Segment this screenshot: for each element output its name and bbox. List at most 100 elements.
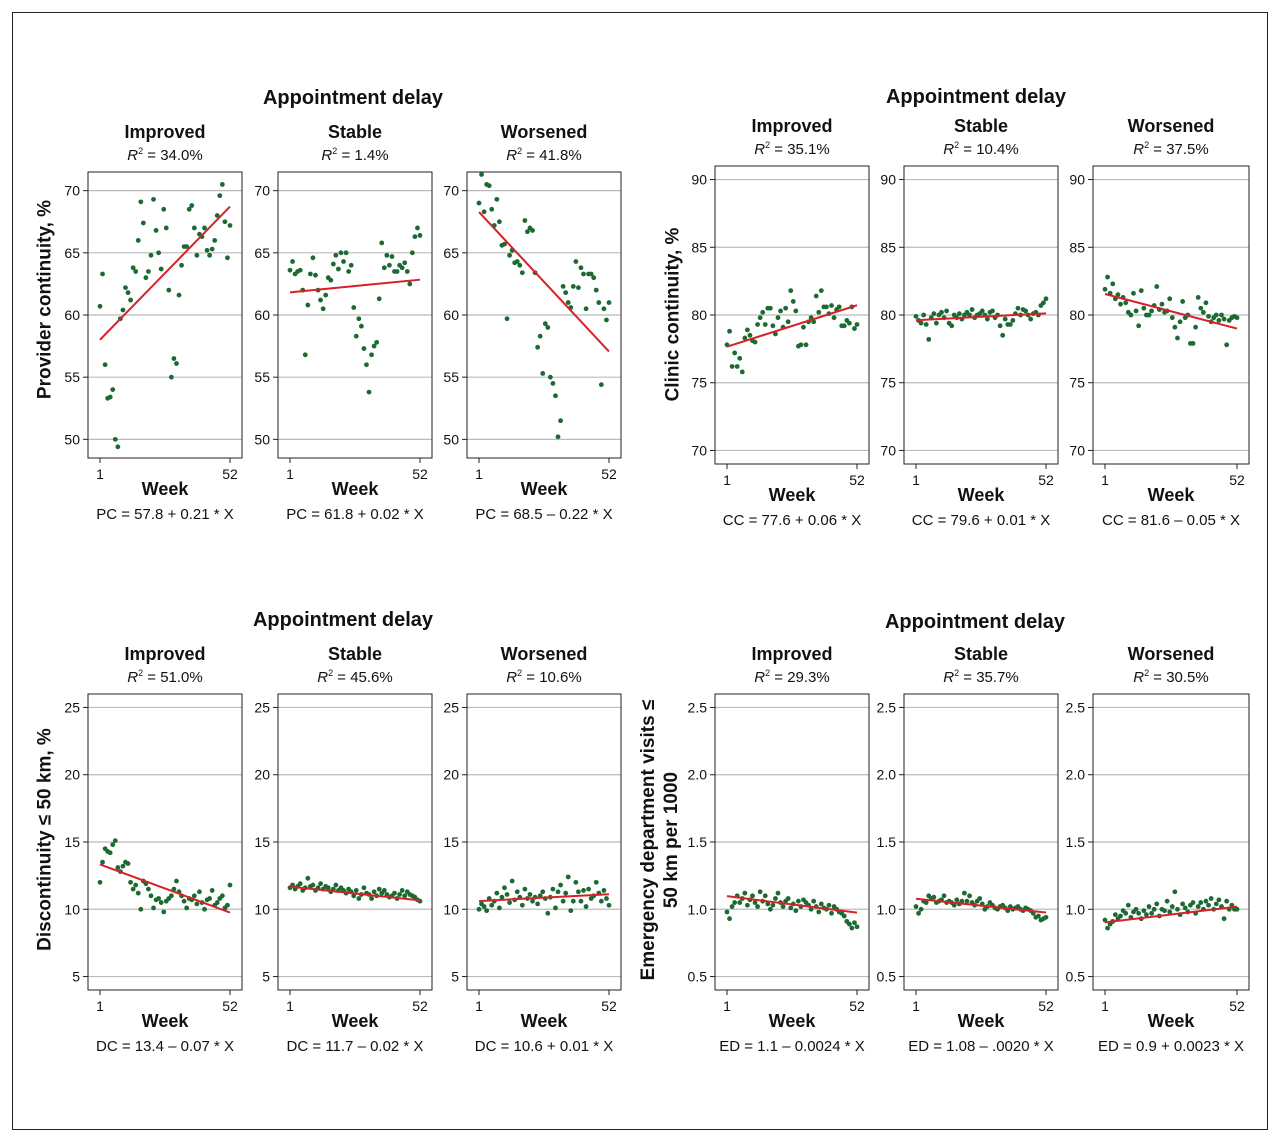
data-point <box>1213 312 1219 318</box>
y-tick-label: 10 <box>64 901 80 917</box>
data-point <box>522 218 528 223</box>
data-point <box>1105 274 1110 280</box>
data-point <box>921 312 927 318</box>
y-tick-label: 65 <box>254 245 270 261</box>
y-tick-label: 15 <box>443 834 459 850</box>
data-point <box>384 252 390 258</box>
y-tick-label: 55 <box>254 369 270 385</box>
data-point <box>565 874 571 880</box>
data-point <box>1221 916 1227 922</box>
data-point <box>1195 904 1201 909</box>
data-point <box>742 890 748 896</box>
y-tick-label: 60 <box>443 307 459 323</box>
data-point <box>757 889 763 895</box>
data-point <box>204 247 210 253</box>
data-point <box>97 303 103 309</box>
data-point <box>773 331 778 337</box>
data-point <box>123 285 128 291</box>
data-point <box>1131 290 1136 296</box>
r-squared: R2 = 30.5% <box>1133 668 1209 686</box>
data-point <box>918 320 924 326</box>
data-point <box>330 261 336 267</box>
data-point <box>1002 316 1008 322</box>
data-point <box>161 206 167 212</box>
data-point <box>836 304 842 310</box>
data-point <box>762 322 768 327</box>
data-point <box>742 335 748 341</box>
data-point <box>143 275 149 281</box>
data-point <box>174 361 179 366</box>
data-point <box>1180 901 1186 907</box>
data-point <box>540 371 546 376</box>
x-axis-label: Week <box>957 1011 1005 1031</box>
data-point <box>194 252 200 258</box>
data-point <box>1221 316 1227 322</box>
data-point <box>570 284 576 289</box>
data-point <box>191 225 197 231</box>
x-axis-label: Week <box>1147 1011 1195 1031</box>
panel-subtitle: Stable <box>327 644 383 664</box>
data-point <box>984 316 990 322</box>
r-squared-value: = 45.6% <box>337 669 393 686</box>
data-point <box>1206 313 1211 319</box>
regression-equation: ED = 0.9 + 0.0023 * X <box>1098 1038 1244 1055</box>
data-point <box>338 250 344 256</box>
data-point <box>795 898 801 904</box>
r-squared: R2 = 41.8% <box>506 146 582 164</box>
data-point <box>402 260 408 266</box>
data-point <box>1164 898 1170 904</box>
data-point <box>977 896 983 901</box>
y-tick-label: 80 <box>880 307 896 323</box>
data-point <box>852 326 857 331</box>
data-point <box>135 237 141 243</box>
data-point <box>379 240 385 246</box>
data-point <box>606 902 612 908</box>
data-point <box>120 307 126 313</box>
y-tick-label: 85 <box>691 239 707 255</box>
data-point <box>846 921 852 927</box>
data-point <box>744 327 750 333</box>
data-point <box>369 352 374 358</box>
y-tick-label: 2.5 <box>1066 699 1086 715</box>
data-point <box>765 901 771 907</box>
data-point <box>348 262 354 268</box>
data-point <box>135 890 141 896</box>
panel-subtitle: Worsened <box>1127 116 1215 136</box>
data-point <box>168 374 174 380</box>
data-point <box>824 304 829 310</box>
data-point <box>752 339 758 345</box>
data-point <box>1224 898 1230 904</box>
data-point <box>1224 342 1230 348</box>
panel-plot: 5 10 15 20 25 1 52 <box>443 693 622 1014</box>
data-point <box>120 863 126 869</box>
data-point <box>846 320 852 326</box>
panel-plot: 5 10 15 20 25 1 52 <box>64 693 243 1014</box>
r-squared-value: = 35.7% <box>963 669 1019 686</box>
y-tick-label: 25 <box>443 699 459 715</box>
data-point <box>112 436 118 442</box>
data-point <box>1118 301 1123 307</box>
data-point <box>343 250 349 256</box>
data-point <box>542 321 548 327</box>
data-point <box>307 271 313 277</box>
plot-frame <box>714 693 870 991</box>
data-point <box>1234 906 1240 912</box>
chart-title: Appointment delay <box>884 611 1066 633</box>
data-point <box>361 346 367 351</box>
data-point <box>404 269 410 274</box>
y-tick-label: 75 <box>691 375 707 391</box>
y-tick-label: 60 <box>64 307 80 323</box>
data-point <box>409 250 415 256</box>
data-point <box>496 219 502 225</box>
data-point <box>785 319 791 325</box>
data-point <box>333 252 339 258</box>
trend-line <box>478 211 610 353</box>
data-point <box>371 889 377 895</box>
r-squared: R2 = 10.6% <box>506 668 582 686</box>
data-point <box>484 908 490 914</box>
y-axis-label: Clinic continuity, % <box>662 227 684 402</box>
data-point <box>560 284 566 289</box>
y-axis-label: Discontinuity ≤ 50 km, % <box>34 728 56 951</box>
data-point <box>1118 913 1123 919</box>
y-tick-label: 80 <box>1069 307 1085 323</box>
